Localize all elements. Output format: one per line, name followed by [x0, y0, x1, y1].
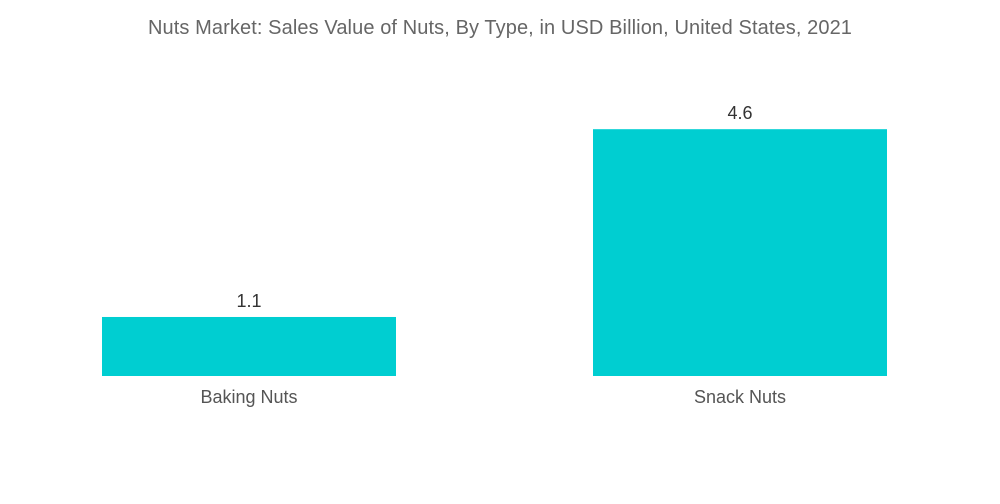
chart-title: Nuts Market: Sales Value of Nuts, By Typ… [147, 17, 853, 39]
value-label-baking-nuts: 1.1 [236, 291, 261, 311]
category-label-snack-nuts: Snack Nuts [694, 387, 786, 407]
value-label-snack-nuts: 4.6 [727, 103, 752, 123]
category-labels-group: Baking Nuts Snack Nuts [200, 387, 786, 407]
bars-group [102, 129, 887, 376]
category-label-baking-nuts: Baking Nuts [200, 387, 297, 407]
bar-baking-nuts [102, 316, 396, 376]
value-labels-group: 1.1 4.6 [236, 103, 752, 311]
bar-snack-nuts [593, 129, 887, 376]
